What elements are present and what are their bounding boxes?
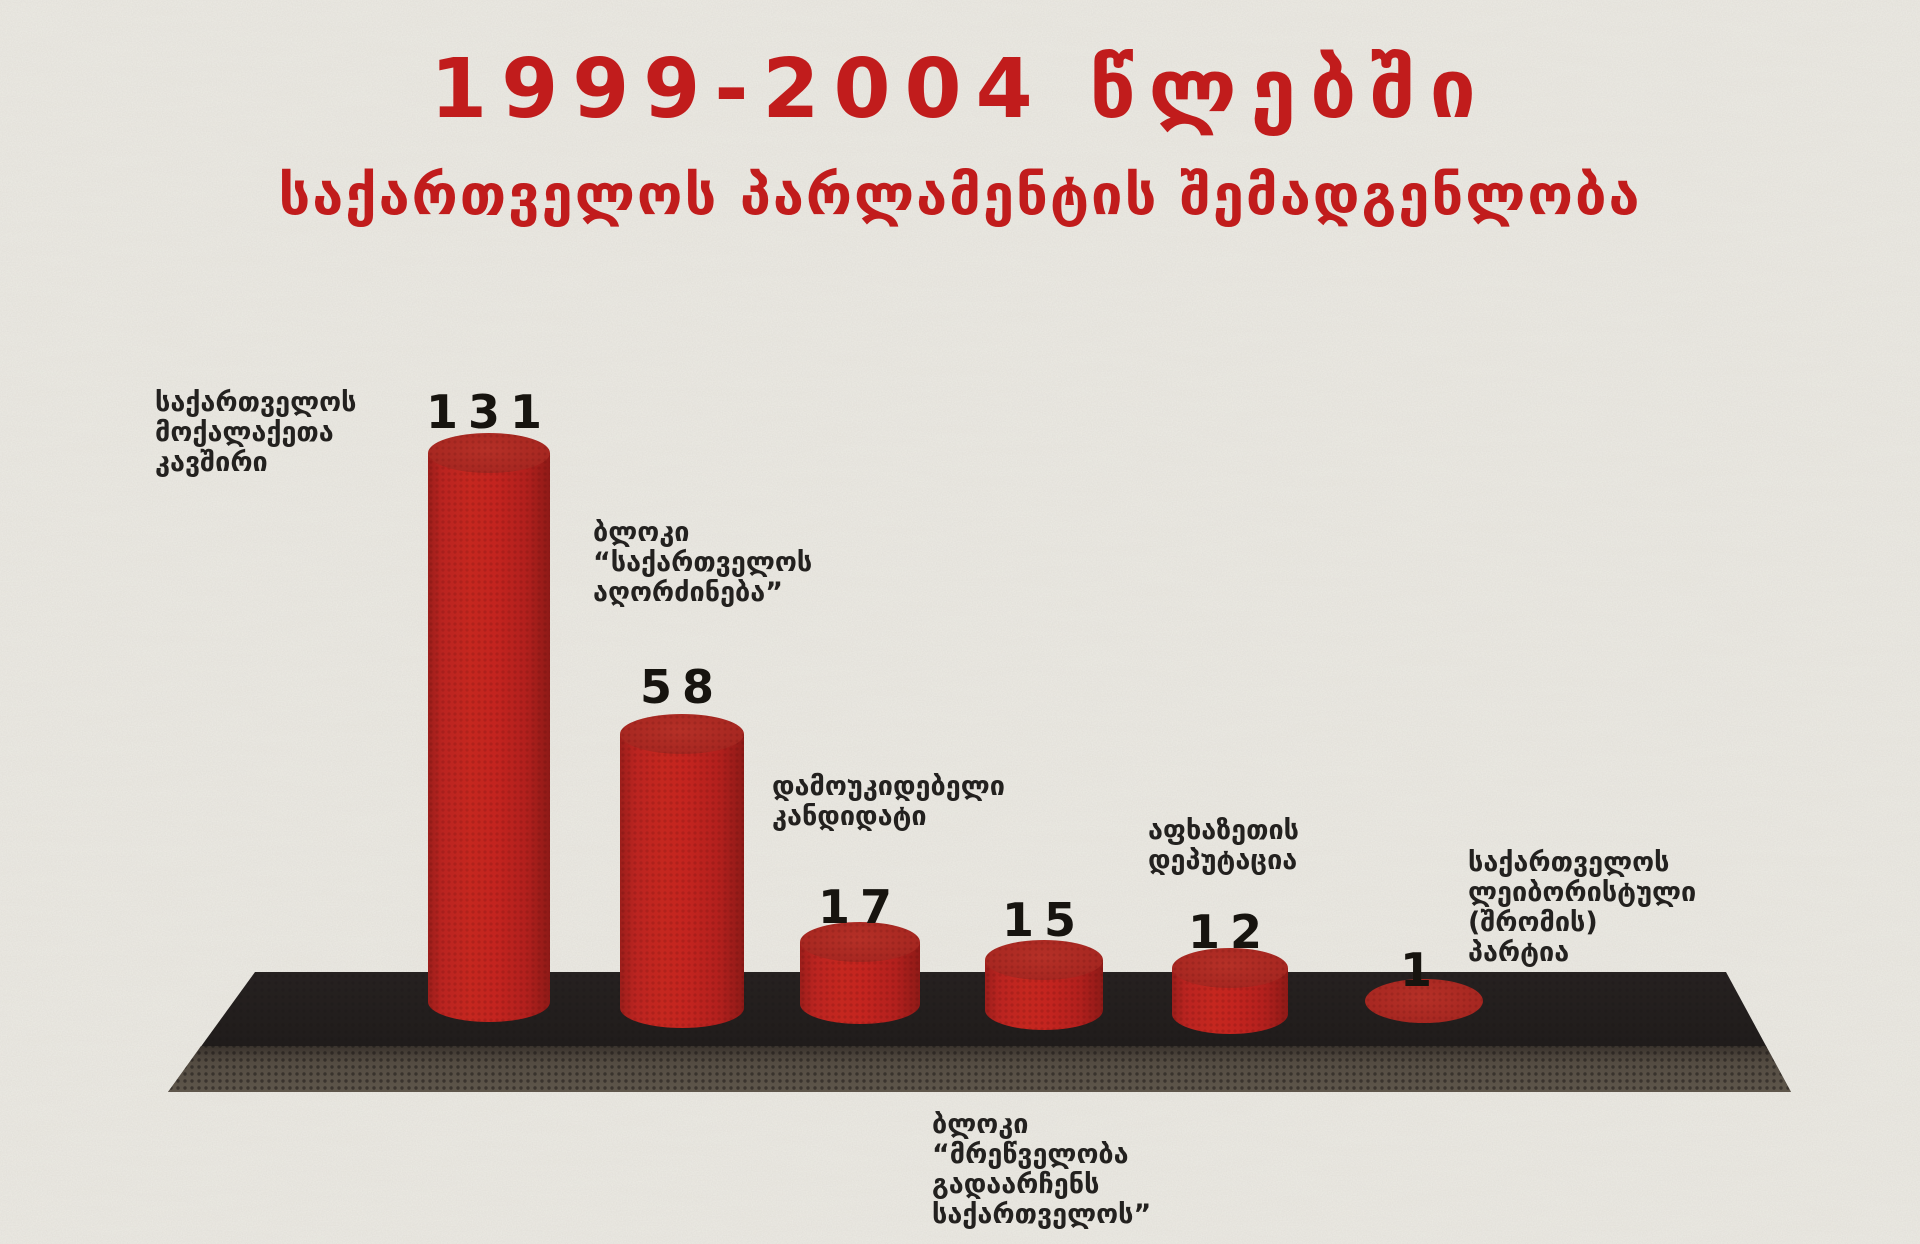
bar-label: დამოუკიდებელი კანდიდატი — [772, 771, 1005, 832]
bar-cylinder-top — [1365, 979, 1483, 1023]
bar-value: 12 — [1187, 905, 1272, 959]
bar-value: 1 — [1399, 943, 1442, 997]
platform-top-texture — [168, 972, 1791, 1092]
bar-value: 131 — [425, 385, 553, 439]
bar-cylinder-body — [620, 734, 744, 1028]
bar-label: აფხაზეთის დეპუტაცია — [1148, 815, 1300, 876]
bar-cylinder-body — [428, 453, 550, 1022]
bar-label: საქართველოს მოქალაქეთა კავშირი — [155, 387, 357, 478]
bar-label: ბლოკი “საქართველოს აღორძინება” — [593, 517, 813, 608]
bar-value: 58 — [639, 660, 724, 714]
bar-cylinder-top — [1172, 948, 1288, 988]
bar-label: ბლოკი “მრეწველობა გადაარჩენს საქართველოს… — [932, 1109, 1152, 1230]
title-line-1: 1999-2004 წლებში — [430, 42, 1490, 137]
bar-cylinder-top — [620, 714, 744, 754]
bar-value: 17 — [817, 880, 902, 934]
bar-label: საქართველოს ლეიბორისტული (შრომის) პარტია — [1468, 847, 1697, 968]
bar-cylinder-top — [428, 433, 550, 473]
chart-title: 1999-2004 წლებში საქართველოს პარლამენტის… — [0, 44, 1920, 228]
bar-value: 15 — [1001, 893, 1086, 947]
title-line-2: საქართველოს პარლამენტის შემადგენლობა — [278, 163, 1642, 228]
bar-cylinder-top — [985, 940, 1103, 980]
bar-cylinder-top — [800, 922, 920, 962]
